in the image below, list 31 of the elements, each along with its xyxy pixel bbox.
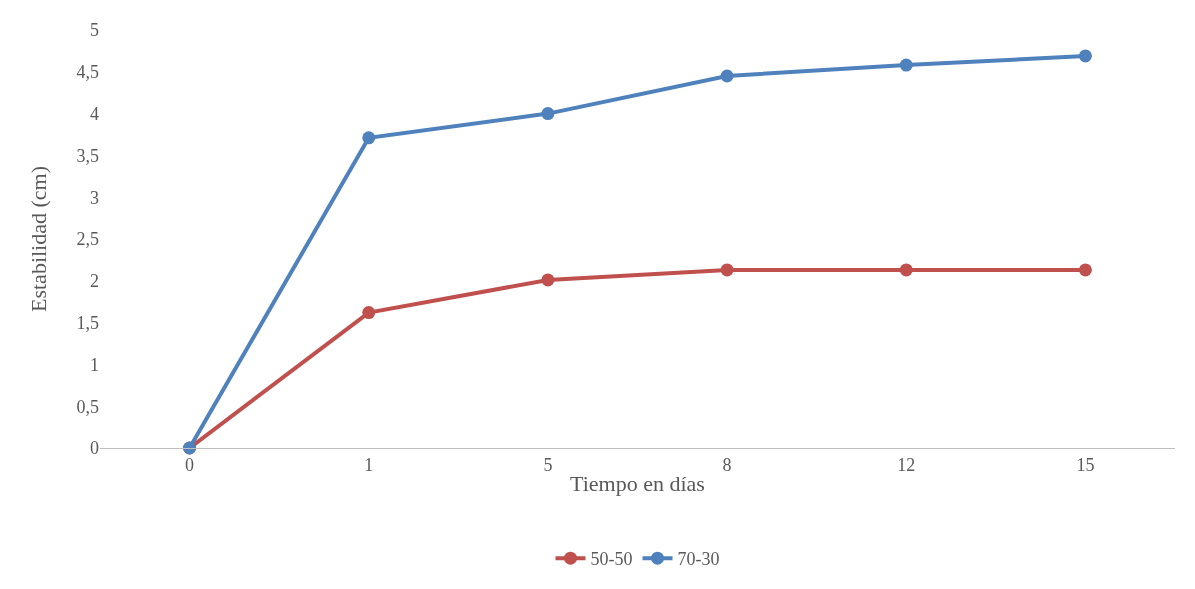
- y-tick-label: 0,5: [76, 396, 99, 417]
- y-tick-label: 2: [90, 271, 99, 292]
- point: [720, 263, 734, 277]
- y-tick-label: 1: [90, 354, 99, 375]
- point: [899, 263, 913, 277]
- y-tick-label: 3,5: [76, 145, 99, 166]
- y-tick-label: 3: [90, 187, 99, 208]
- y-tick-label: 1,5: [76, 312, 99, 333]
- legend-label: 70-30: [677, 549, 720, 570]
- x-tick-label: 12: [897, 454, 916, 475]
- x-tick-label: 5: [543, 454, 553, 475]
- point: [1078, 263, 1092, 277]
- y-tick-label: 5: [90, 20, 99, 41]
- x-tick-label: 0: [185, 454, 195, 475]
- x-tick-label: 15: [1076, 454, 1095, 475]
- point: [541, 273, 555, 287]
- point: [720, 69, 734, 83]
- point: [362, 131, 376, 145]
- y-tick-label: 4: [90, 103, 99, 124]
- point: [1078, 49, 1092, 63]
- x-tick-label: 1: [364, 454, 374, 475]
- y-tick-label: 4,5: [76, 62, 99, 83]
- x-axis-title: Tiempo en días: [570, 471, 705, 497]
- x-tick-label: 8: [722, 454, 732, 475]
- point: [362, 306, 376, 320]
- y-tick-label: 2,5: [76, 229, 99, 250]
- point: [541, 107, 555, 121]
- y-axis-title: Estabilidad (cm): [26, 165, 51, 313]
- legend-label: 50-50: [590, 549, 633, 570]
- point: [899, 58, 913, 72]
- y-tick-label: 0: [90, 438, 99, 459]
